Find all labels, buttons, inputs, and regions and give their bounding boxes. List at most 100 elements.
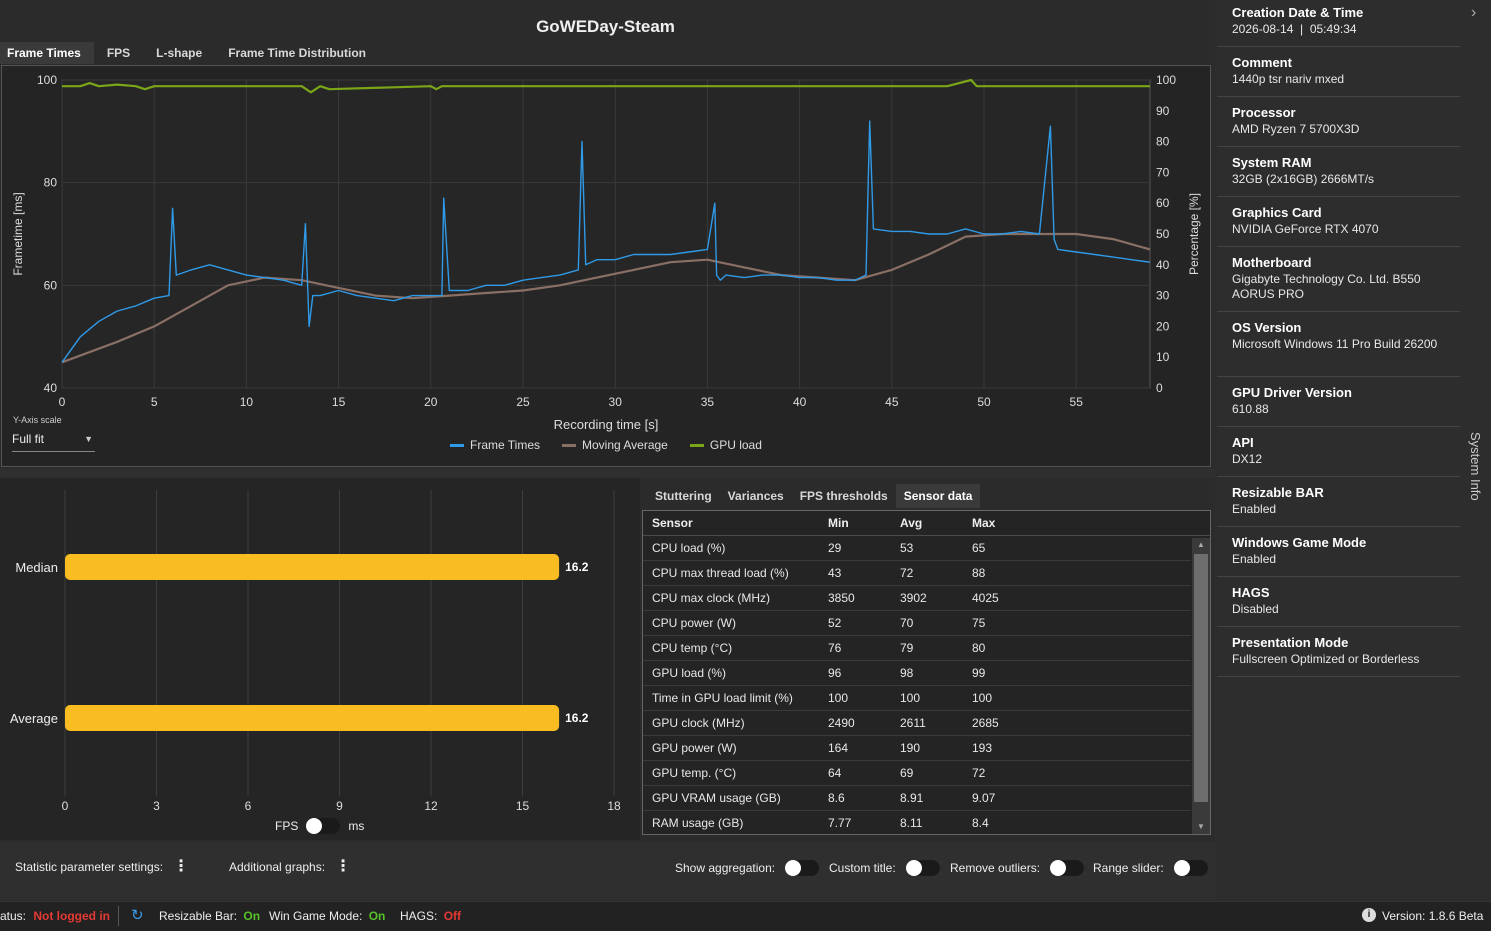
chart-legend: Frame Times Moving Average GPU load (450, 438, 762, 452)
chart-tabs: Frame Times FPS L-shape Frame Time Distr… (0, 42, 379, 64)
table-cell: 8.11 (900, 816, 923, 830)
table-cell: 98 (900, 666, 914, 680)
system-info-item: GPU Driver Version 610.88 (1217, 385, 1460, 427)
table-row[interactable]: GPU temp. (°C) 64 69 72 (643, 761, 1191, 786)
legend-moving-average[interactable]: Moving Average (562, 438, 668, 452)
table-row[interactable]: Time in GPU load limit (%) 100 100 100 (643, 686, 1191, 711)
table-cell: 8.6 (828, 791, 845, 805)
table-cell: GPU temp. (°C) (652, 766, 737, 780)
table-row[interactable]: CPU max clock (MHz) 3850 3902 4025 (643, 586, 1191, 611)
table-row[interactable]: CPU power (W) 52 70 75 (643, 611, 1191, 636)
hags-status: HAGS: Off (400, 909, 461, 923)
tab-fps-thresholds[interactable]: FPS thresholds (799, 489, 888, 503)
info-icon[interactable]: i (1362, 908, 1376, 922)
tab-variances[interactable]: Variances (727, 489, 784, 503)
additional-graphs-label: Additional graphs: (229, 860, 326, 874)
system-info-item: API DX12 (1217, 435, 1460, 477)
table-row[interactable]: GPU power (W) 164 190 193 (643, 736, 1191, 761)
tab-frame-times[interactable]: Frame Times (0, 42, 94, 64)
legend-swatch (689, 443, 704, 447)
bottom-controls-bar (0, 842, 1215, 900)
y-axis-scale-select[interactable]: Full fit ▼ (12, 430, 95, 452)
system-info-value: NVIDIA GeForce RTX 4070 (1232, 222, 1379, 236)
table-cell: 79 (900, 641, 914, 655)
tab-frame-time-distribution[interactable]: Frame Time Distribution (228, 46, 366, 60)
tab-sensor-data[interactable]: Sensor data (895, 484, 981, 508)
fps-label: FPS (275, 819, 299, 833)
table-cell: 70 (900, 616, 914, 630)
table-body: CPU load (%) 29 53 65 CPU max thread load (%… (643, 536, 1210, 834)
system-info-item: OS Version Microsoft Windows 11 Pro Build… (1217, 320, 1460, 377)
system-info-item: Resizable BAR Enabled (1217, 485, 1460, 527)
scroll-thumb[interactable] (1194, 554, 1208, 802)
chevron-right-icon[interactable]: › (1471, 4, 1477, 21)
system-info-label: Comment (1232, 55, 1292, 70)
scroll-up-icon[interactable]: ▲ (1197, 540, 1205, 549)
game-mode-status: Win Game Mode: On (269, 909, 385, 923)
remove-outliers-toggle[interactable] (1050, 860, 1085, 876)
legend-frame-times[interactable]: Frame Times (450, 438, 540, 452)
system-info-item: Motherboard Gigabyte Technology Co. Ltd. … (1217, 255, 1460, 312)
frametime-chart[interactable]: 0 5 10 15 20 25 30 35 40 45 50 55 40 60 80 100 0 10 20 30 40… (2, 66, 1210, 466)
table-row[interactable]: CPU load (%) 29 53 65 (643, 536, 1191, 561)
system-info-tab[interactable]: System Info (1461, 430, 1491, 510)
refresh-icon[interactable]: ↻ (131, 907, 144, 924)
tab-stuttering[interactable]: Stuttering (655, 489, 712, 503)
table-row[interactable]: RAM usage (GB) 7.77 8.11 8.4 (643, 811, 1191, 834)
x-tick-label: 40 (793, 395, 807, 409)
legend-swatch (450, 443, 464, 447)
legend-gpu-load[interactable]: GPU load (689, 438, 762, 452)
table-scrollbar[interactable]: ▲ ▼ (1192, 538, 1210, 834)
table-cell: 80 (972, 641, 986, 655)
legend-label: GPU load (709, 438, 762, 452)
table-cell: 100 (828, 691, 849, 705)
scroll-down-icon[interactable]: ▼ (1197, 822, 1205, 831)
table-cell: 29 (828, 541, 842, 555)
more-vertical-icon[interactable]: ⋮ (173, 858, 190, 875)
bar-category-label: Average (10, 711, 58, 726)
table-row[interactable]: GPU VRAM usage (GB) 8.6 8.91 9.07 (643, 786, 1191, 811)
fps-ms-toggle[interactable] (306, 818, 341, 834)
system-info-label: Presentation Mode (1232, 635, 1349, 650)
table-cell: 99 (972, 666, 986, 680)
range-slider-toggle[interactable] (1173, 860, 1208, 876)
table-row[interactable]: GPU load (%) 96 98 99 (643, 661, 1191, 686)
bar-data-label: 16.2 (565, 560, 589, 574)
table-row[interactable]: CPU max thread load (%) 43 72 88 (643, 561, 1191, 586)
x-tick-label: 25 (516, 395, 530, 409)
toggle-knob (1173, 860, 1190, 876)
table-cell: GPU load (%) (652, 666, 727, 680)
x-tick-label: 9 (336, 799, 343, 813)
resizable-bar-label: Resizable Bar: (159, 909, 238, 923)
game-mode-value: On (368, 909, 386, 923)
custom-title-toggle[interactable] (905, 860, 940, 876)
table-cell: 53 (900, 541, 914, 555)
header-min[interactable]: Min (828, 516, 849, 530)
y2-tick-label: 50 (1156, 227, 1170, 241)
header-sensor[interactable]: Sensor (652, 516, 693, 530)
system-info-item: Creation Date & Time 2026-08-14 | 05:49:3… (1217, 5, 1460, 47)
table-cell: 193 (972, 741, 993, 755)
show-aggregation-group: Show aggregation: (675, 860, 820, 876)
table-cell: 2611 (900, 716, 926, 730)
tab-l-shape[interactable]: L-shape (156, 46, 203, 60)
table-row[interactable]: GPU clock (MHz) 2490 2611 2685 (643, 711, 1191, 736)
table-cell: 4025 (972, 591, 999, 605)
show-aggregation-toggle[interactable] (785, 860, 820, 876)
header-avg[interactable]: Avg (900, 516, 923, 530)
system-info-value: Gigabyte Technology Co. Ltd. B550 AORUS … (1232, 272, 1424, 301)
tab-fps[interactable]: FPS (106, 46, 131, 60)
legend-swatch (562, 443, 577, 447)
sensor-table: Sensor Min Avg Max CPU load (%) 29 53 65 CPU… (642, 510, 1211, 835)
x-tick-label: 10 (240, 395, 254, 409)
x-tick-label: 15 (332, 395, 346, 409)
table-row[interactable]: CPU temp (°C) 76 79 80 (643, 636, 1191, 661)
status-value[interactable]: Not logged in (33, 909, 111, 923)
table-cell: 43 (828, 566, 842, 580)
table-cell: CPU temp (°C) (652, 641, 733, 655)
more-vertical-icon[interactable]: ⋮ (335, 858, 352, 875)
header-max[interactable]: Max (972, 516, 996, 530)
system-info-value: 2026-08-14 | 05:49:34 (1232, 22, 1357, 36)
stat-settings-group: Statistic parameter settings: ⋮ (15, 858, 190, 875)
table-cell: 7.77 (828, 816, 852, 830)
